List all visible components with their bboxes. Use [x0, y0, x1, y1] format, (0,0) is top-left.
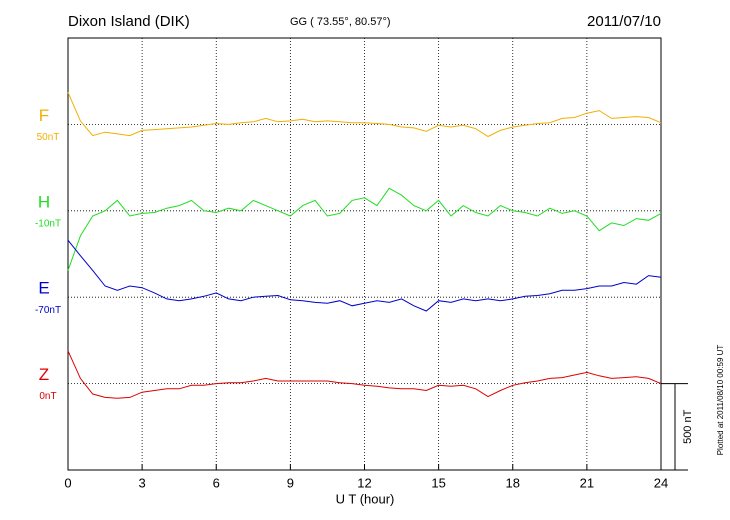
- x-tick-label: 15: [431, 475, 445, 490]
- series-baseline-label: -10nT: [35, 218, 61, 229]
- x-tick-label: 18: [506, 475, 520, 490]
- scale-bar-label: 500 nT: [682, 409, 694, 444]
- x-tick-label: 21: [580, 475, 594, 490]
- x-tick-label: 0: [64, 475, 71, 490]
- x-tick-label: 3: [139, 475, 146, 490]
- chart-title: Dixon Island (DIK): [68, 13, 190, 30]
- series-name: E: [38, 279, 49, 298]
- x-tick-label: 12: [357, 475, 371, 490]
- series-name: Z: [39, 365, 49, 384]
- series-baseline-label: 0nT: [39, 391, 56, 402]
- series-line: [67, 92, 662, 138]
- series-name: H: [38, 192, 50, 211]
- x-tick-label: 6: [213, 475, 220, 490]
- series-line: [67, 187, 662, 271]
- series-line: [67, 350, 662, 399]
- chart-date: 2011/07/10: [587, 13, 661, 30]
- series-baseline-label: 50nT: [37, 132, 60, 143]
- footnote: Plotted at 2011/08/10 00:59 UT: [716, 345, 725, 456]
- x-tick-label: 24: [654, 475, 668, 490]
- chart-subtitle: GG ( 73.55°, 80.57°): [290, 16, 391, 28]
- series-line: [67, 239, 662, 312]
- series-name: F: [39, 106, 49, 125]
- x-axis-label: U T (hour): [336, 491, 395, 506]
- x-tick-label: 9: [287, 475, 294, 490]
- series-baseline-label: -70nT: [35, 305, 61, 316]
